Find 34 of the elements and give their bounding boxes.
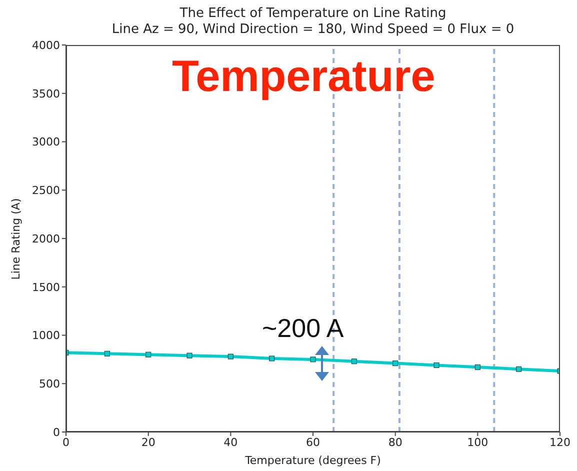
y-tick-label: 2000 <box>32 232 60 246</box>
x-tick-label: 20 <box>141 436 156 449</box>
x-tick-label: 100 <box>467 436 488 449</box>
y-tick-label: 2500 <box>32 184 60 198</box>
annotation: ~200 A <box>262 313 344 344</box>
chart-subtitle: Line Az = 90, Wind Direction = 180, Wind Speed = 0 Flux = 0 <box>110 22 516 38</box>
y-tick-label: 1000 <box>32 329 60 342</box>
point <box>269 356 275 362</box>
point <box>516 366 522 372</box>
point <box>434 362 440 368</box>
point <box>310 356 316 362</box>
point <box>186 352 192 358</box>
y-tick-label: 1500 <box>32 280 60 294</box>
point <box>474 364 480 370</box>
y-tick-label: 0 <box>53 426 60 439</box>
y-tick-label: 4000 <box>32 38 60 52</box>
chart-title: The Effect of Temperature on Line Rating <box>178 6 448 22</box>
x-tick-label: 40 <box>224 436 238 449</box>
line-series <box>66 350 560 374</box>
point <box>146 352 152 358</box>
y-tick-label: 500 <box>39 378 60 391</box>
point <box>351 358 357 364</box>
x-tick-label: 80 <box>388 436 402 449</box>
x-tick-label: 60 <box>306 436 320 449</box>
x-tick-label: 0 <box>62 436 70 449</box>
y-tick-label: 3000 <box>32 136 60 149</box>
point <box>228 354 234 360</box>
point <box>392 360 398 366</box>
y-axis-title: Line Rating (A) <box>10 198 22 280</box>
y-tick-label: 3500 <box>32 87 60 100</box>
point <box>104 350 110 356</box>
x-axis-title: Temperature (degrees F) <box>244 454 382 467</box>
x-tick-label: 120 <box>550 436 570 449</box>
annotation: Temperature <box>172 52 436 102</box>
